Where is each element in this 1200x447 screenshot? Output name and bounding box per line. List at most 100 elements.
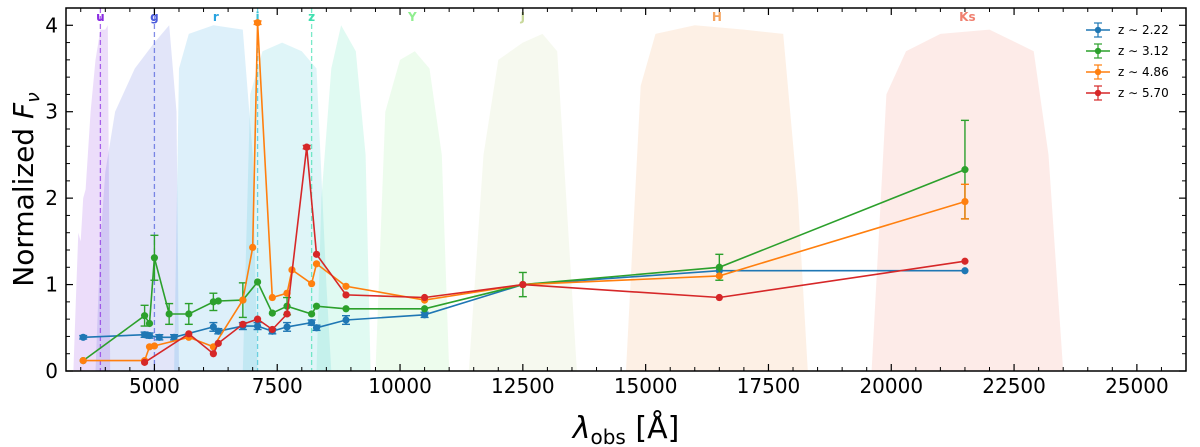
plot-frame xyxy=(65,7,1187,372)
filter-band-j xyxy=(468,33,577,372)
x-tick-label: 12500 xyxy=(491,374,555,398)
axes: 5000 7500 10000 12500 15000 17500 20000 22500 25… xyxy=(45,7,1187,398)
x-tick-label: 20000 xyxy=(859,374,923,398)
filter-band-label-r: r xyxy=(213,10,219,24)
data-point xyxy=(253,315,262,323)
data-point xyxy=(253,19,262,27)
legend-marker-3 xyxy=(1094,68,1102,76)
data-point xyxy=(253,278,262,286)
data-point xyxy=(961,257,969,265)
legend-label-2: z ∼ 3.12 xyxy=(1118,44,1169,58)
filter-band-label-ks: Ks xyxy=(959,10,975,24)
data-point xyxy=(420,293,429,302)
data-point xyxy=(519,280,527,289)
data-point xyxy=(150,342,159,350)
filter-bands xyxy=(73,25,1064,372)
x-axis-label: λobs [Å] xyxy=(571,410,680,447)
legend-marker-1 xyxy=(1094,26,1102,34)
data-point xyxy=(342,291,350,299)
y-tick-label: 2 xyxy=(45,186,58,210)
filter-band-label-h: H xyxy=(712,10,722,24)
legend-marker-4 xyxy=(1094,89,1102,97)
data-point xyxy=(145,331,154,340)
data-point xyxy=(140,358,149,366)
data-point xyxy=(268,309,276,317)
data-point xyxy=(342,282,350,290)
y-tick-label: 4 xyxy=(45,13,58,37)
data-point xyxy=(185,310,193,318)
x-tick-label: 17500 xyxy=(737,374,801,398)
series-4 xyxy=(140,143,969,366)
filter-band-label-j: J xyxy=(520,10,525,24)
data-point xyxy=(140,312,149,320)
data-point xyxy=(239,320,247,328)
filter-band-i xyxy=(242,42,332,371)
legend-label-1: z ∼ 2.22 xyxy=(1118,23,1169,37)
data-point xyxy=(312,302,321,310)
x-tick-label: 25000 xyxy=(1105,374,1169,398)
data-series xyxy=(79,19,969,366)
data-point xyxy=(185,330,193,338)
data-point xyxy=(79,357,87,365)
data-point xyxy=(420,305,429,313)
data-point xyxy=(312,250,321,258)
data-point xyxy=(312,324,321,332)
x-tick-label: 5000 xyxy=(129,374,180,398)
x-tick-label: 15000 xyxy=(614,374,678,398)
data-point xyxy=(239,296,247,304)
data-point xyxy=(150,254,159,262)
data-point xyxy=(342,316,350,324)
filter-band-labels: u g r i z Y J H Ks xyxy=(96,10,976,24)
data-point xyxy=(308,319,316,327)
data-point xyxy=(342,305,350,313)
data-point xyxy=(209,350,217,358)
y-tick-label: 1 xyxy=(45,273,58,297)
data-point xyxy=(79,333,87,341)
x-tick-label: 7500 xyxy=(252,374,303,398)
data-point xyxy=(312,260,321,268)
filter-band-label-i: i xyxy=(256,10,260,24)
x-tick-label: 10000 xyxy=(368,374,432,398)
x-tick-label: 22500 xyxy=(982,374,1046,398)
data-point xyxy=(170,333,178,341)
legend: z ∼ 2.22 z ∼ 3.12 z ∼ 4.86 z ∼ 5.70 xyxy=(1086,22,1169,101)
data-point xyxy=(961,198,969,206)
data-point xyxy=(249,243,257,252)
data-point xyxy=(961,267,969,275)
data-point xyxy=(155,333,163,341)
filter-band-h xyxy=(626,25,808,372)
filter-band-label-z: z xyxy=(308,10,315,24)
filter-band-label-y: Y xyxy=(407,10,417,24)
y-axis-label: Normalized Fν xyxy=(7,92,44,287)
filter-band-y xyxy=(375,51,450,371)
data-point xyxy=(420,311,429,319)
filter-band-g xyxy=(95,25,179,372)
data-point xyxy=(715,272,723,280)
filter-band-reference-lines xyxy=(99,8,313,371)
data-point xyxy=(214,327,222,335)
data-point xyxy=(145,319,154,328)
data-point xyxy=(715,293,723,302)
data-point xyxy=(715,263,723,271)
data-point xyxy=(303,143,311,151)
filter-band-label-g: g xyxy=(150,10,159,24)
data-point xyxy=(308,310,316,318)
legend-label-3: z ∼ 4.86 xyxy=(1118,65,1169,79)
data-point xyxy=(165,310,173,318)
data-point xyxy=(283,310,291,318)
data-point xyxy=(253,322,262,330)
data-point xyxy=(961,166,969,174)
y-tick-label: 0 xyxy=(45,359,58,383)
filter-band-r xyxy=(174,25,258,372)
data-point xyxy=(214,297,222,305)
data-point xyxy=(268,293,276,302)
legend-marker-2 xyxy=(1094,47,1102,55)
filter-band-label-u: u xyxy=(96,10,105,24)
data-point xyxy=(268,325,276,334)
y-tick-label: 3 xyxy=(45,100,58,124)
data-point xyxy=(308,280,316,288)
data-point xyxy=(283,323,291,331)
legend-label-4: z ∼ 5.70 xyxy=(1118,86,1169,100)
filter-band-z xyxy=(316,25,371,372)
